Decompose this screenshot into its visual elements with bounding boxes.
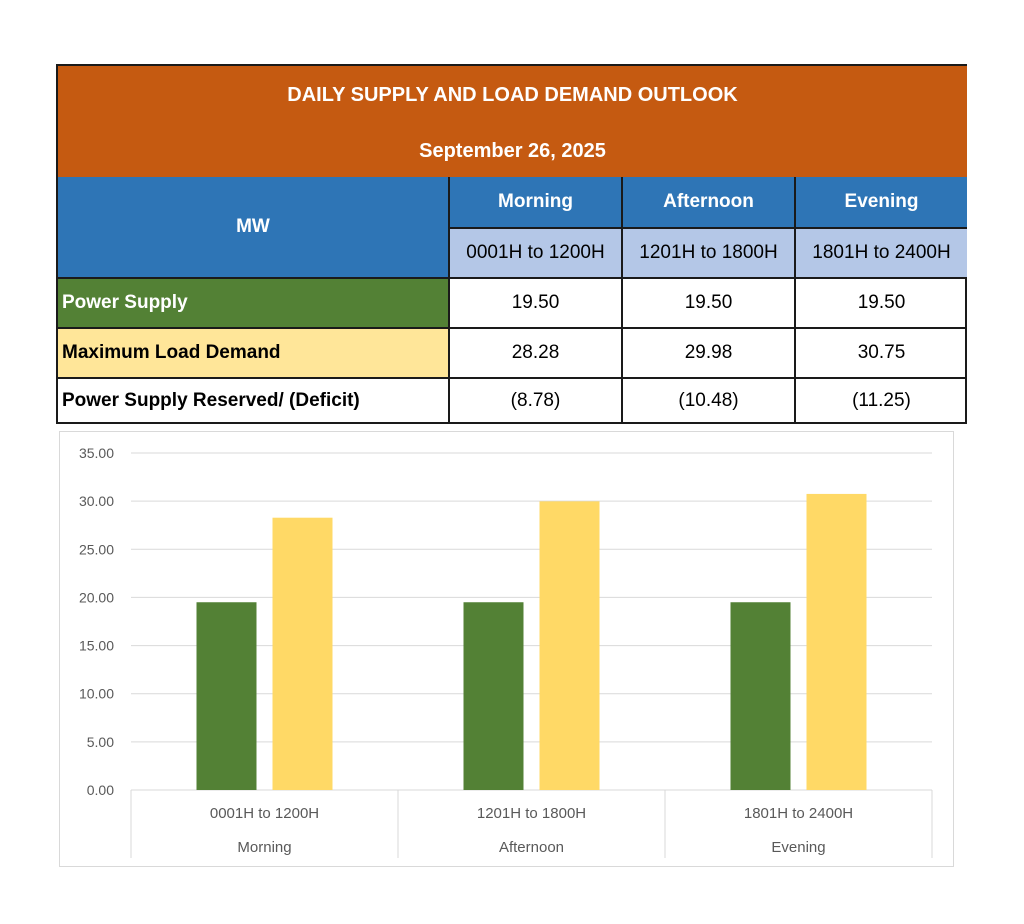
x-tick-label-period: Evening xyxy=(771,839,825,856)
table-cell: (8.78) xyxy=(448,377,621,422)
y-tick-label: 25.00 xyxy=(79,541,114,557)
table-cell: 28.28 xyxy=(448,327,621,377)
period-afternoon-header: Afternoon xyxy=(621,177,794,227)
x-tick-label-range: 1201H to 1800H xyxy=(477,805,586,822)
table-cell: 19.50 xyxy=(794,277,967,327)
bar-power-supply xyxy=(463,602,524,790)
chart-area xyxy=(59,431,954,867)
row-label-power-supply: Power Supply xyxy=(58,277,448,327)
y-tick-label: 5.00 xyxy=(87,734,114,750)
table-title: DAILY SUPPLY AND LOAD DEMAND OUTLOOK xyxy=(287,84,738,106)
bar-power-supply xyxy=(730,602,791,790)
bar-power-supply xyxy=(196,602,257,790)
bar-max-load-demand xyxy=(806,493,867,790)
table-cell: (11.25) xyxy=(794,377,967,422)
x-tick-label-range: 0001H to 1200H xyxy=(210,805,319,822)
table-cell: 30.75 xyxy=(794,327,967,377)
y-tick-label: 15.00 xyxy=(79,638,114,654)
y-tick-label: 35.00 xyxy=(79,445,114,461)
row-label-reserve-deficit: Power Supply Reserved/ (Deficit) xyxy=(58,377,448,422)
period-morning-header: Morning xyxy=(448,177,621,227)
table-cell: 29.98 xyxy=(621,327,794,377)
bar-max-load-demand xyxy=(272,517,333,790)
table-date: September 26, 2025 xyxy=(419,140,606,162)
table-cell: (10.48) xyxy=(621,377,794,422)
period-afternoon-range: 1201H to 1800H xyxy=(621,227,794,277)
period-evening-header: Evening xyxy=(794,177,967,227)
y-tick-label: 10.00 xyxy=(79,686,114,702)
period-evening-range: 1801H to 2400H xyxy=(794,227,967,277)
y-tick-label: 30.00 xyxy=(79,493,114,509)
x-tick-label-period: Afternoon xyxy=(499,839,564,856)
table-cell: 19.50 xyxy=(448,277,621,327)
supply-demand-table: DAILY SUPPLY AND LOAD DEMAND OUTLOOK Sep… xyxy=(56,64,967,424)
row-label-max-load-demand: Maximum Load Demand xyxy=(58,327,448,377)
y-tick-label: 0.00 xyxy=(87,782,114,798)
x-tick-label-range: 1801H to 2400H xyxy=(744,805,853,822)
x-tick-label-period: Morning xyxy=(237,839,291,856)
table-cell: 19.50 xyxy=(621,277,794,327)
bar-max-load-demand xyxy=(539,501,600,790)
unit-header: MW xyxy=(58,177,448,277)
period-morning-range: 0001H to 1200H xyxy=(448,227,621,277)
y-tick-label: 20.00 xyxy=(79,589,114,605)
